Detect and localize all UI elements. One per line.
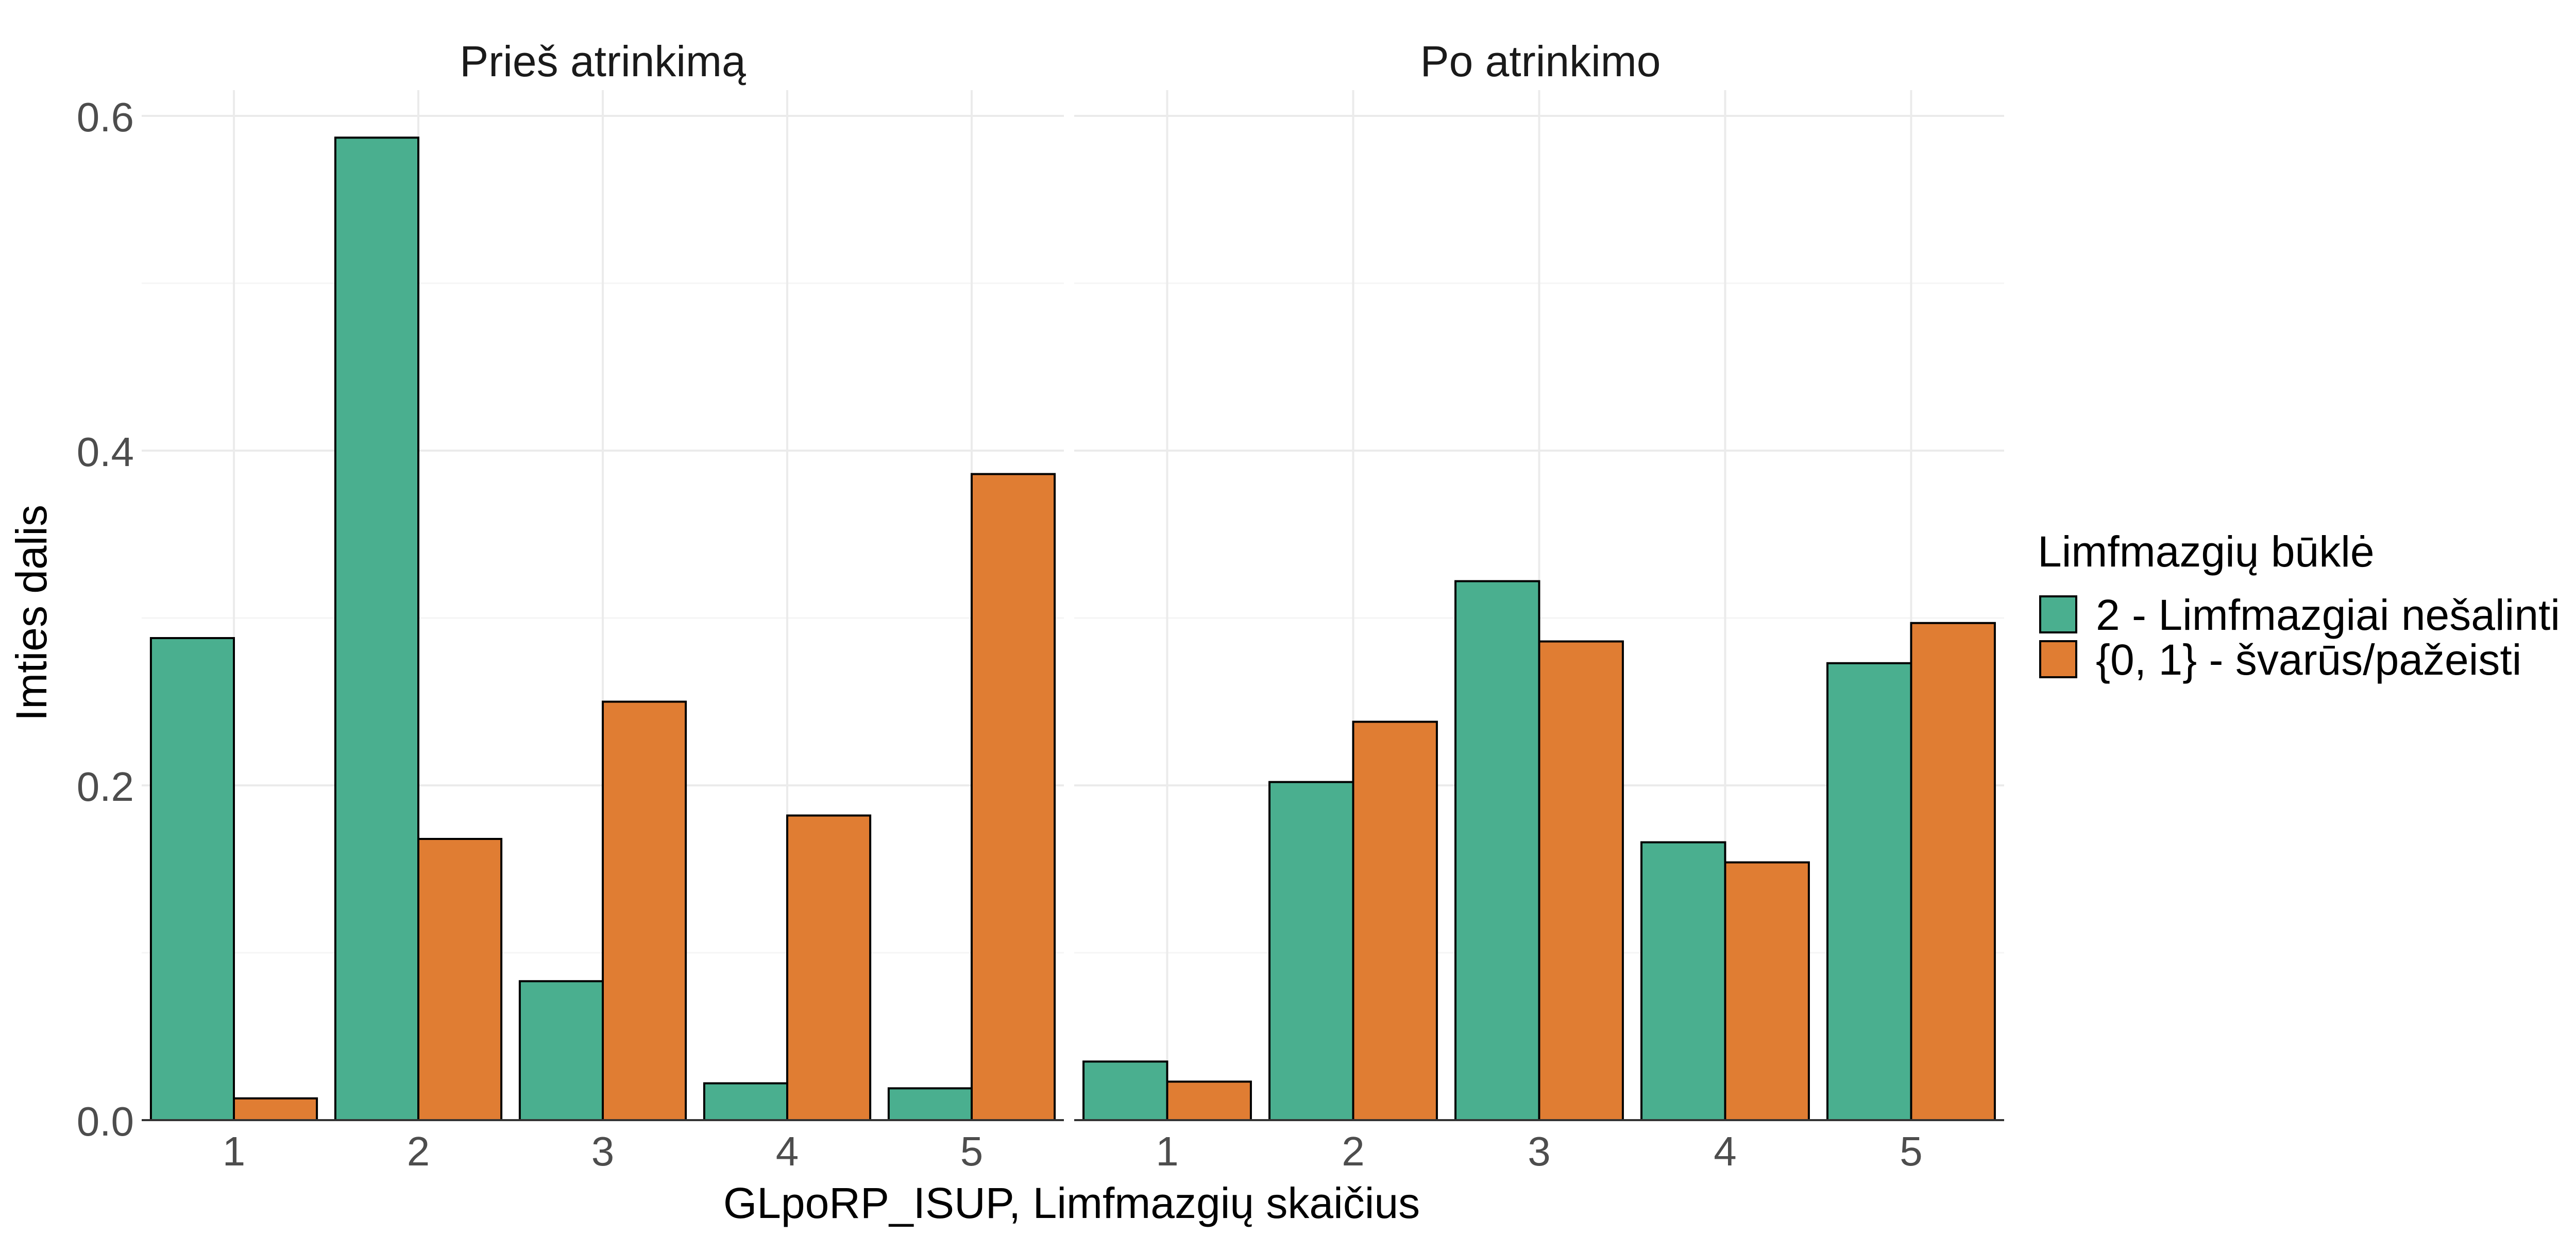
bar-orange-cat-5: [971, 473, 1056, 1121]
facet-title-right: Po atrinkimo: [1420, 37, 1661, 85]
bar-orange-cat-5: [1910, 622, 1996, 1121]
y-axis-title: Imties dalis: [7, 505, 56, 721]
y-tick-labels: 0.0 0.2 0.4 0.6: [77, 94, 134, 1144]
x-tick-label: 4: [776, 1128, 799, 1174]
y-tick-label: 0.0: [77, 1098, 134, 1144]
bar-green-cat-5: [1826, 662, 1912, 1121]
bar-green-cat-1: [1082, 1060, 1168, 1121]
legend: Limfmazgių būklė 2 - Limfmazgiai nešalin…: [2038, 527, 2560, 684]
bar-orange-cat-4: [786, 814, 872, 1121]
bar-green-cat-3: [1454, 580, 1540, 1121]
y-tick-label: 0.2: [77, 764, 134, 810]
legend-title: Limfmazgių būklė: [2038, 527, 2375, 576]
bar-green-cat-2: [1268, 781, 1354, 1121]
legend-label-series-2: {0, 1} - švarūs/pažeisti: [2096, 636, 2521, 684]
bar-green-cat-2: [334, 136, 420, 1121]
bar-orange-cat-3: [1538, 640, 1624, 1121]
bar-green-cat-4: [1640, 841, 1726, 1121]
legend-key-series-1: [2039, 595, 2077, 633]
x-axis-title: GLpoRP_ISUP, Limfmazgių skaičius: [723, 1179, 1420, 1227]
bar-green-cat-5: [887, 1087, 973, 1121]
bar-green-cat-3: [518, 980, 604, 1121]
facet-title-left: Prieš atrinkimą: [460, 37, 746, 85]
bar-orange-cat-1: [233, 1097, 318, 1121]
x-tick-label: 2: [407, 1128, 430, 1174]
facet-panel-2: 1 2 3 4 5: [1074, 90, 2004, 1174]
legend-key-series-2: [2039, 640, 2077, 678]
bar-green-cat-1: [149, 637, 235, 1121]
bar-orange-cat-4: [1724, 861, 1810, 1121]
y-tick-label: 0.6: [77, 94, 134, 140]
x-tick-label: 2: [1342, 1128, 1365, 1174]
x-tick-label: 1: [1156, 1128, 1179, 1174]
x-tick-label: 3: [591, 1128, 615, 1174]
x-tick-label: 5: [1900, 1128, 1923, 1174]
bar-orange-cat-2: [417, 838, 503, 1121]
bar-orange-cat-3: [602, 700, 687, 1121]
x-tick-label: 3: [1528, 1128, 1551, 1174]
bar-orange-cat-2: [1352, 720, 1438, 1121]
bar-orange-cat-1: [1166, 1080, 1252, 1121]
legend-label-series-1: 2 - Limfmazgiai nešalinti: [2096, 591, 2560, 639]
bar-green-cat-4: [703, 1082, 789, 1121]
facet-panel-1: 1 2 3 4 5: [142, 90, 1064, 1174]
x-tick-label: 5: [960, 1128, 984, 1174]
x-tick-label: 1: [223, 1128, 246, 1174]
x-tick-label: 4: [1714, 1128, 1737, 1174]
y-tick-label: 0.4: [77, 429, 134, 475]
